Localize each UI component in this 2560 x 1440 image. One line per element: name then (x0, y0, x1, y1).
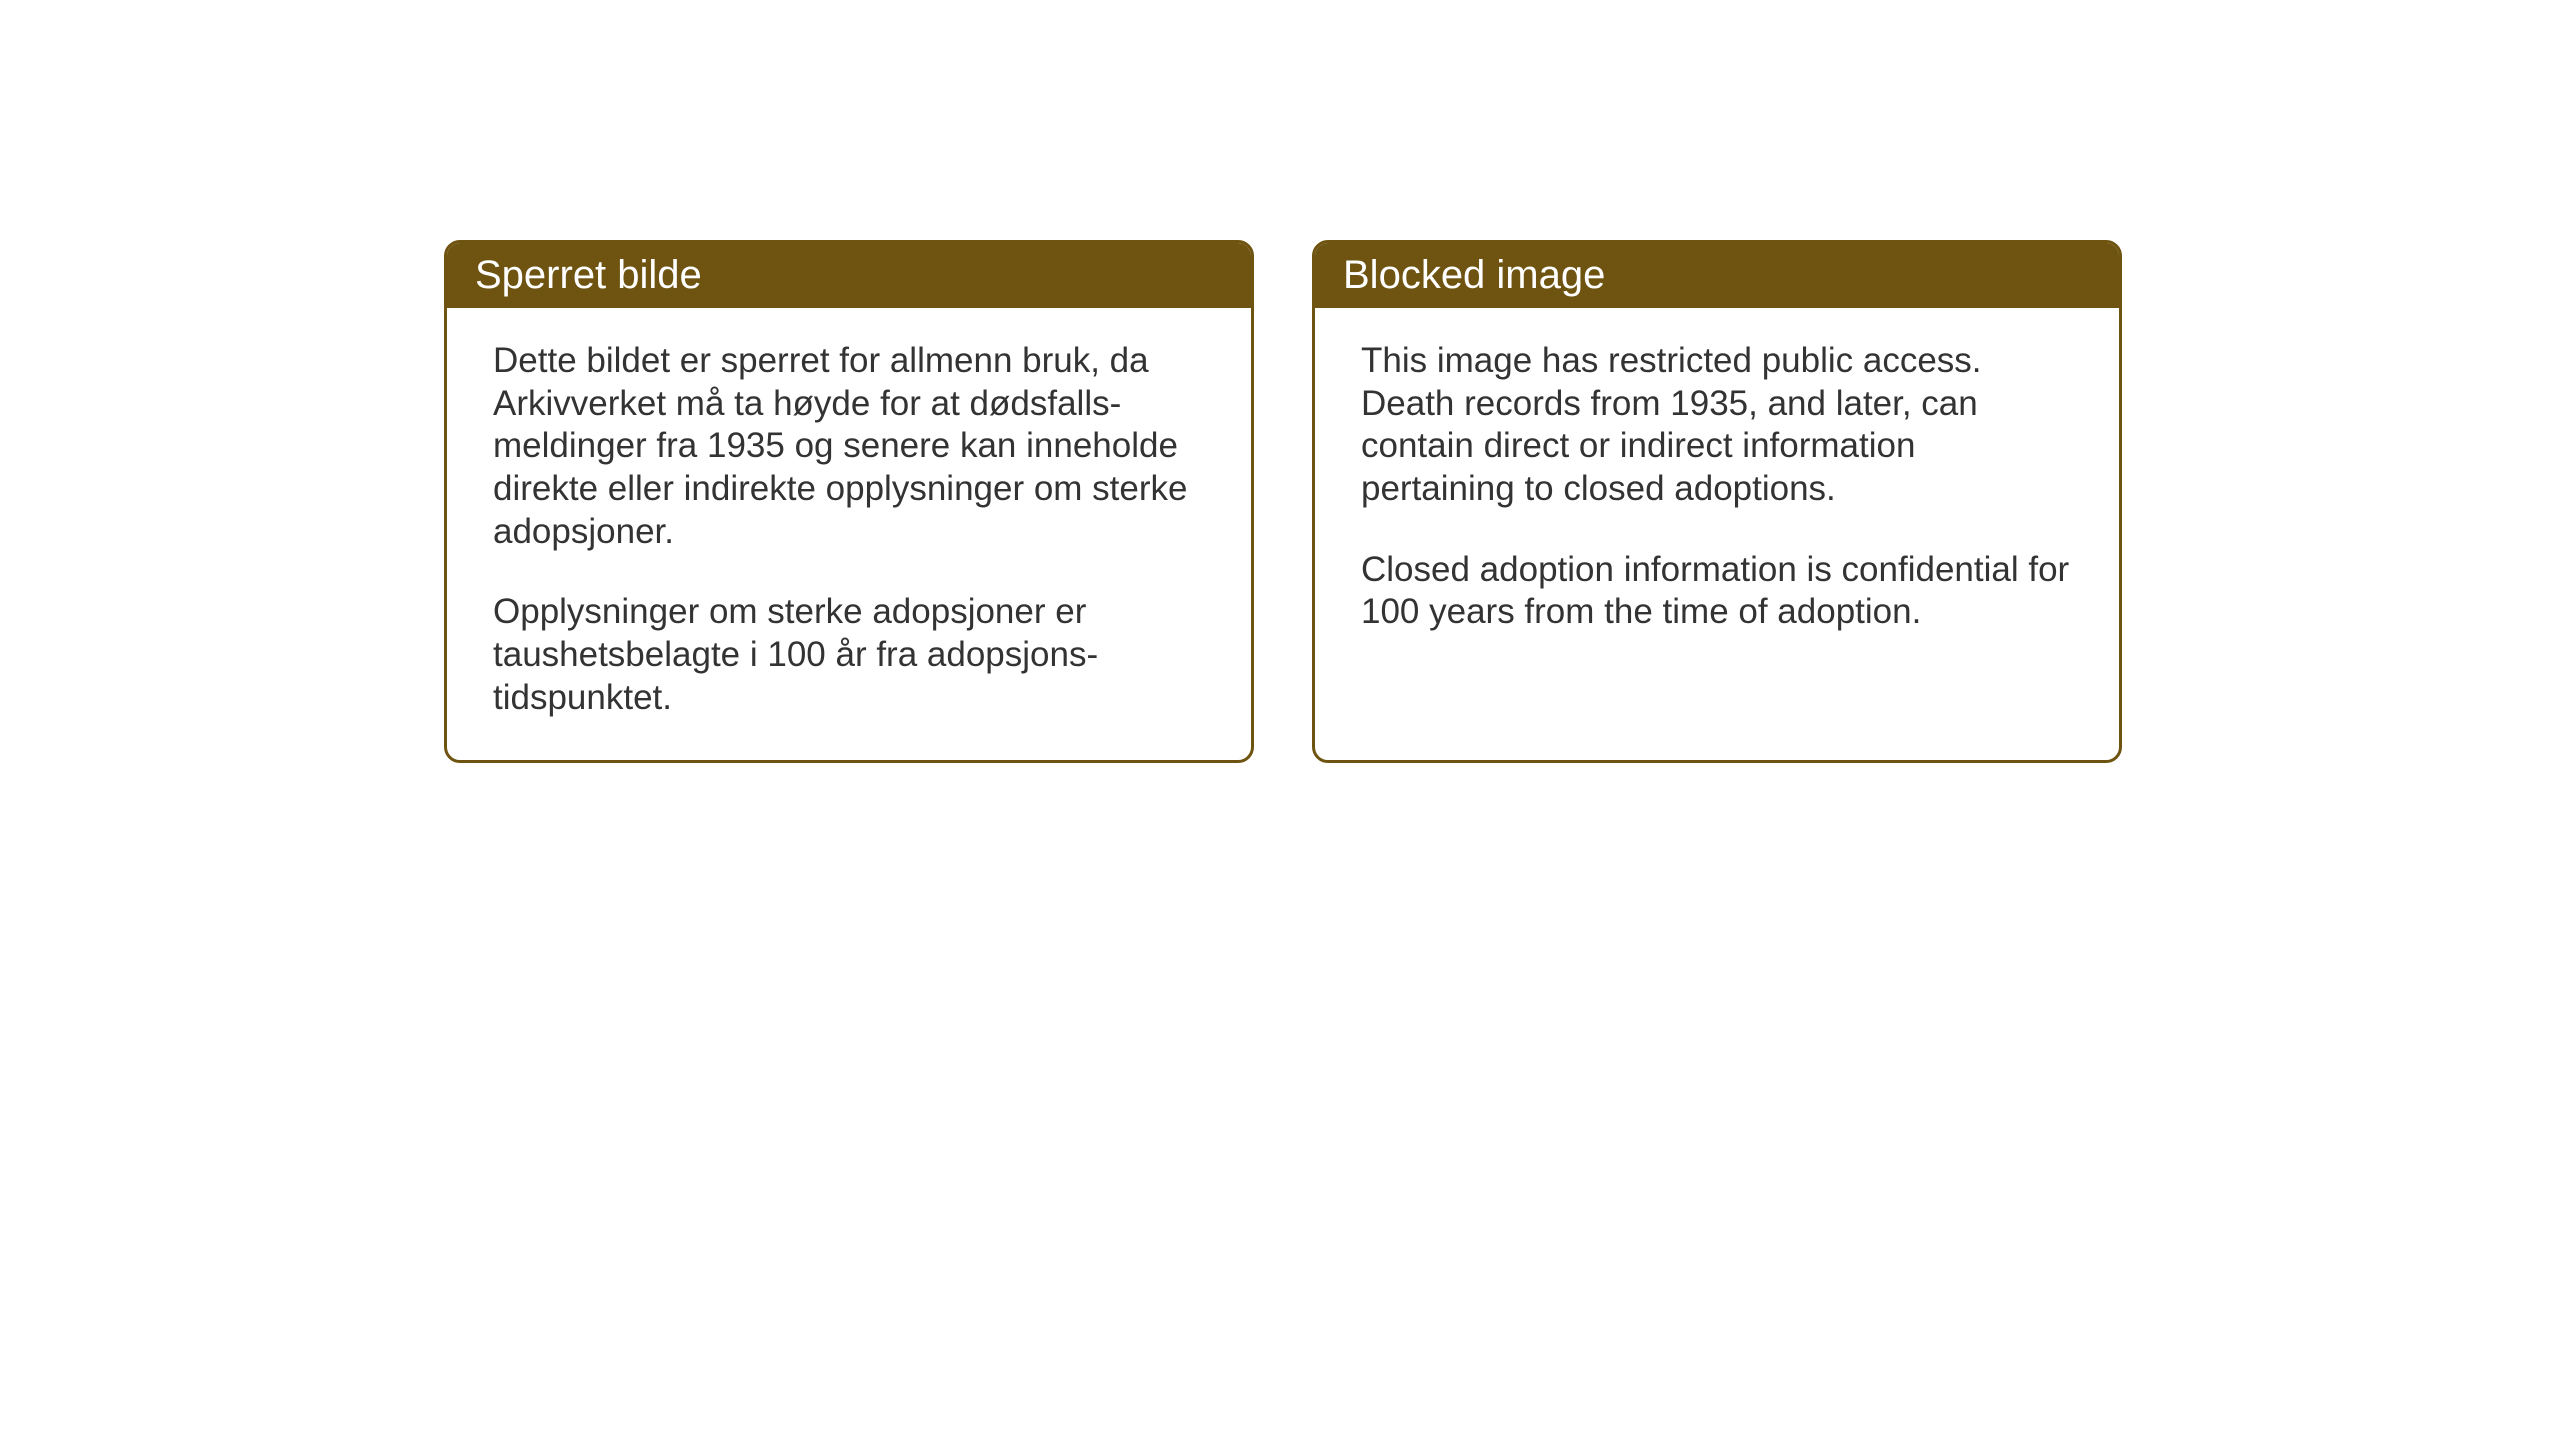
norwegian-card-body: Dette bildet er sperret for allmenn bruk… (447, 308, 1251, 760)
notice-container: Sperret bilde Dette bildet er sperret fo… (444, 240, 2122, 763)
english-notice-card: Blocked image This image has restricted … (1312, 240, 2122, 763)
english-paragraph-1: This image has restricted public access.… (1361, 340, 2073, 511)
norwegian-card-title: Sperret bilde (447, 243, 1251, 308)
english-card-title: Blocked image (1315, 243, 2119, 308)
norwegian-paragraph-2: Opplysninger om sterke adopsjoner er tau… (493, 591, 1205, 719)
english-card-body: This image has restricted public access.… (1315, 308, 2119, 674)
english-paragraph-2: Closed adoption information is confident… (1361, 549, 2073, 634)
norwegian-notice-card: Sperret bilde Dette bildet er sperret fo… (444, 240, 1254, 763)
norwegian-paragraph-1: Dette bildet er sperret for allmenn bruk… (493, 340, 1205, 553)
